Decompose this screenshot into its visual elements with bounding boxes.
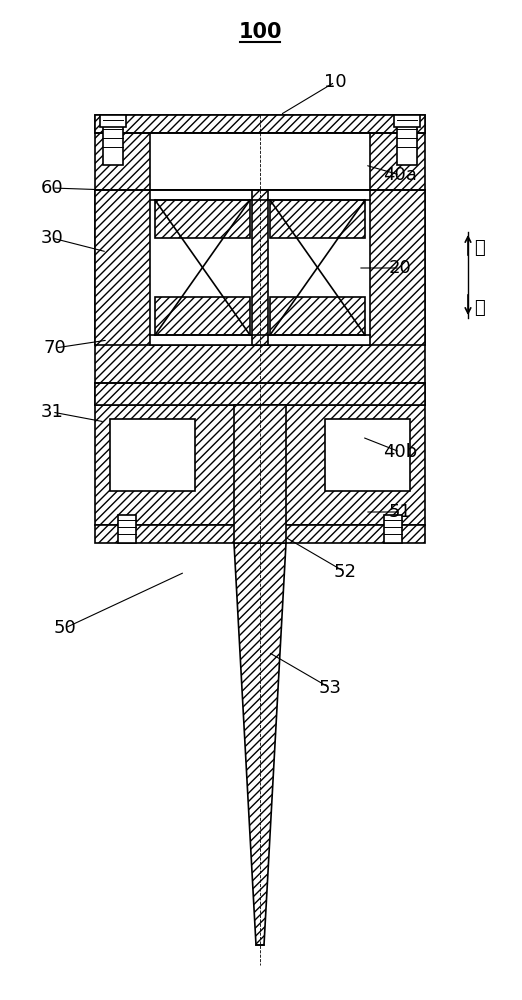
Text: 51: 51 <box>388 503 411 521</box>
Bar <box>95 525 425 543</box>
Text: 50: 50 <box>54 619 76 637</box>
Text: 31: 31 <box>41 403 64 421</box>
Text: 下: 下 <box>474 299 485 317</box>
Text: 100: 100 <box>238 22 282 42</box>
Bar <box>118 515 136 543</box>
Text: 30: 30 <box>41 229 63 247</box>
Bar <box>384 515 402 543</box>
Text: 40a: 40a <box>383 166 417 184</box>
Text: 53: 53 <box>318 679 341 697</box>
Bar <box>95 405 425 525</box>
Bar <box>110 419 195 491</box>
Bar <box>103 120 123 165</box>
Text: 20: 20 <box>388 259 411 277</box>
Polygon shape <box>270 297 365 335</box>
Text: 52: 52 <box>334 563 357 581</box>
Bar <box>95 383 425 405</box>
Bar <box>397 120 417 165</box>
Bar <box>394 115 420 127</box>
Polygon shape <box>155 297 250 335</box>
Text: 40b: 40b <box>383 443 417 461</box>
Bar <box>325 419 410 491</box>
Polygon shape <box>155 200 250 238</box>
Bar <box>252 190 268 345</box>
Polygon shape <box>270 200 365 238</box>
Polygon shape <box>234 543 286 945</box>
Text: 10: 10 <box>324 73 346 91</box>
Bar <box>95 190 425 345</box>
Bar <box>150 190 370 345</box>
Bar <box>234 405 286 543</box>
Text: 60: 60 <box>41 179 63 197</box>
Text: 70: 70 <box>44 339 66 357</box>
Bar <box>100 115 126 127</box>
Bar <box>95 115 425 405</box>
Text: 上: 上 <box>474 239 485 257</box>
Bar <box>95 115 425 133</box>
Bar <box>150 133 370 190</box>
